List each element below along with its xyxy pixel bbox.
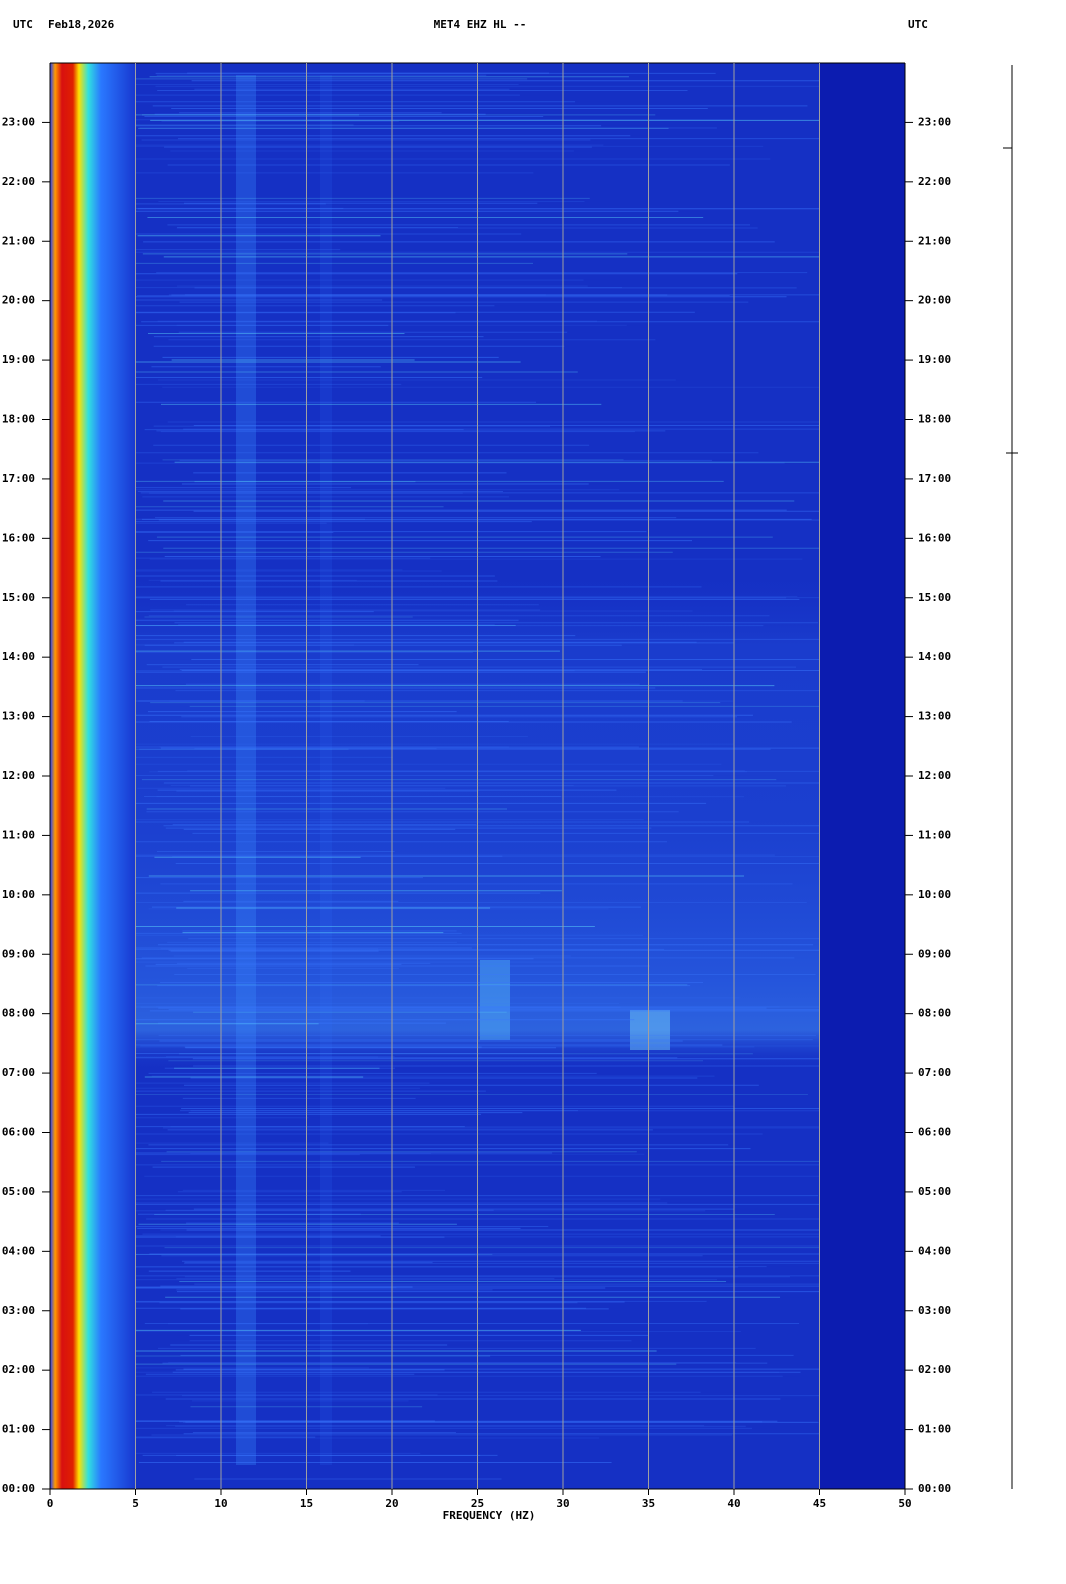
y-tick-label: 03:00	[2, 1304, 35, 1317]
y-tick-label: 19:00	[2, 353, 35, 366]
y-tick-label-right: 23:00	[918, 115, 951, 128]
y-tick-label: 02:00	[2, 1363, 35, 1376]
y-tick-label-right: 21:00	[918, 234, 951, 247]
y-tick-label-right: 01:00	[918, 1423, 951, 1436]
y-tick-label: 17:00	[2, 472, 35, 485]
date: Feb18,2026	[48, 18, 115, 31]
y-tick-label-right: 00:00	[918, 1482, 951, 1495]
x-tick-label: 20	[385, 1497, 398, 1510]
y-tick-label-right: 05:00	[918, 1185, 951, 1198]
x-tick-label: 45	[813, 1497, 826, 1510]
y-tick-label: 10:00	[2, 888, 35, 901]
y-tick-label-right: 14:00	[918, 650, 951, 663]
y-tick-label-right: 11:00	[918, 828, 951, 841]
y-tick-label: 06:00	[2, 1126, 35, 1139]
y-tick-label-right: 10:00	[918, 888, 951, 901]
x-tick-label: 50	[898, 1497, 911, 1510]
x-tick-label: 5	[132, 1497, 139, 1510]
y-tick-label-right: 18:00	[918, 413, 951, 426]
time-zone-left: UTC	[13, 18, 33, 31]
y-tick-label-right: 22:00	[918, 175, 951, 188]
x-tick-label: 25	[471, 1497, 484, 1510]
x-axis-label: FREQUENCY (HZ)	[443, 1509, 536, 1522]
y-tick-label: 18:00	[2, 413, 35, 426]
y-tick-label-right: 15:00	[918, 591, 951, 604]
y-tick-label: 21:00	[2, 234, 35, 247]
y-tick-label: 00:00	[2, 1482, 35, 1495]
y-tick-label-right: 13:00	[918, 710, 951, 723]
y-tick-label: 04:00	[2, 1244, 35, 1257]
x-tick-label: 30	[556, 1497, 569, 1510]
y-tick-label-right: 12:00	[918, 769, 951, 782]
y-tick-label: 11:00	[2, 828, 35, 841]
y-tick-label: 23:00	[2, 115, 35, 128]
y-tick-label-right: 06:00	[918, 1126, 951, 1139]
y-tick-label-right: 09:00	[918, 947, 951, 960]
y-tick-label-right: 04:00	[918, 1244, 951, 1257]
y-tick-label: 09:00	[2, 947, 35, 960]
y-tick-label-right: 08:00	[918, 1007, 951, 1020]
y-tick-label: 05:00	[2, 1185, 35, 1198]
y-tick-label: 14:00	[2, 650, 35, 663]
time-zone-right: UTC	[908, 18, 928, 31]
y-tick-label-right: 16:00	[918, 531, 951, 544]
y-tick-label-right: 20:00	[918, 294, 951, 307]
y-tick-label-right: 07:00	[918, 1066, 951, 1079]
y-tick-label-right: 03:00	[918, 1304, 951, 1317]
x-tick-label: 0	[47, 1497, 54, 1510]
y-tick-label: 12:00	[2, 769, 35, 782]
y-tick-label: 20:00	[2, 294, 35, 307]
y-tick-label: 07:00	[2, 1066, 35, 1079]
y-tick-label: 01:00	[2, 1423, 35, 1436]
x-tick-label: 35	[642, 1497, 655, 1510]
chart-title: MET4 EHZ HL --	[434, 18, 527, 31]
x-tick-label: 10	[214, 1497, 227, 1510]
y-tick-label-right: 19:00	[918, 353, 951, 366]
y-tick-label: 22:00	[2, 175, 35, 188]
x-tick-label: 15	[300, 1497, 313, 1510]
y-tick-label: 16:00	[2, 531, 35, 544]
y-tick-label: 08:00	[2, 1007, 35, 1020]
y-tick-label-right: 17:00	[918, 472, 951, 485]
x-tick-label: 40	[727, 1497, 740, 1510]
y-tick-label: 15:00	[2, 591, 35, 604]
y-tick-label: 13:00	[2, 710, 35, 723]
y-tick-label-right: 02:00	[918, 1363, 951, 1376]
